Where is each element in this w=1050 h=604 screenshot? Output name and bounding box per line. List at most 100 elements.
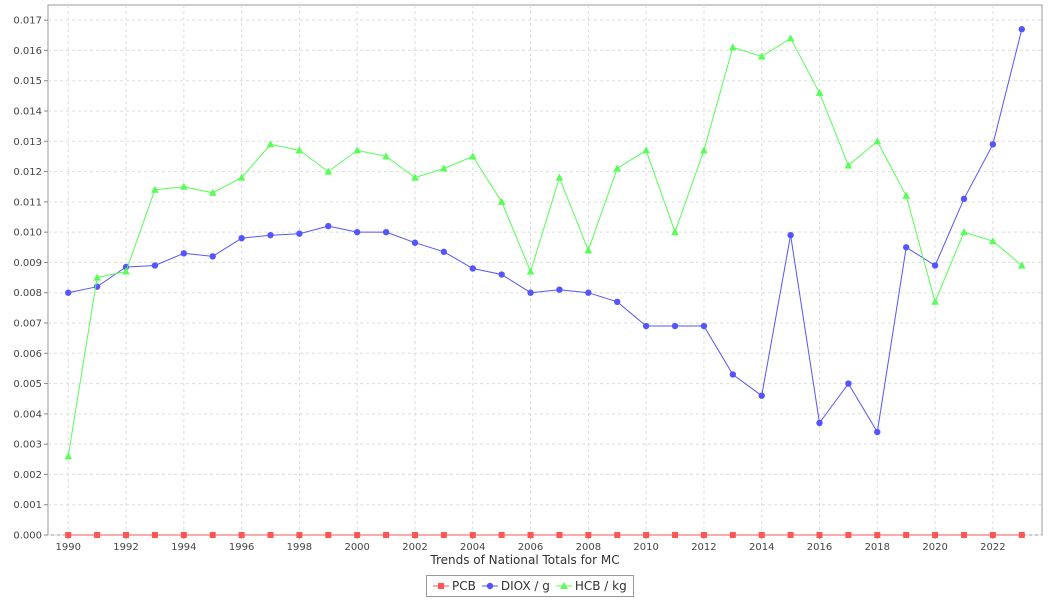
legend-label: PCB bbox=[452, 579, 476, 593]
data-point-pcb bbox=[989, 532, 996, 538]
y-tick-label: 0.005 bbox=[13, 379, 42, 390]
data-point-pcb bbox=[296, 532, 303, 538]
data-point-diox-g bbox=[469, 265, 476, 272]
data-point-pcb bbox=[238, 532, 245, 538]
x-axis-label: Trends of National Totals for MC bbox=[430, 553, 620, 567]
data-point-hcb-kg bbox=[266, 140, 275, 148]
data-point-pcb bbox=[411, 532, 418, 538]
data-point-hcb-kg bbox=[873, 137, 882, 145]
y-tick-label: 0.000 bbox=[13, 531, 42, 542]
data-point-pcb bbox=[960, 532, 967, 538]
data-point-diox-g bbox=[151, 262, 159, 269]
legend: PCB DIOX / g HCB / kg bbox=[426, 575, 634, 597]
data-point-hcb-kg bbox=[353, 146, 361, 154]
data-point-hcb-kg bbox=[497, 197, 506, 205]
data-point-diox-g bbox=[642, 322, 650, 330]
data-point-hcb-kg bbox=[642, 146, 650, 154]
series-diox-g bbox=[65, 26, 1025, 436]
y-axis: 0.000 0.001 0.002 0.003 0.004 0.005 0.006 0.007… bbox=[13, 16, 48, 542]
data-point-diox-g bbox=[411, 239, 419, 246]
data-point-hcb-kg bbox=[382, 152, 390, 160]
y-tick-label: 0.001 bbox=[13, 500, 42, 511]
data-point-hcb-kg bbox=[237, 173, 246, 181]
data-point-hcb-kg bbox=[757, 52, 766, 60]
data-point-pcb bbox=[1018, 532, 1025, 538]
data-point-diox-g bbox=[700, 322, 708, 330]
data-point-diox-g bbox=[238, 235, 245, 242]
x-tick-label: 2020 bbox=[922, 542, 947, 553]
data-point-diox-g bbox=[353, 228, 361, 236]
series-layer bbox=[64, 26, 1026, 538]
data-point-hcb-kg bbox=[208, 188, 217, 196]
data-point-diox-g bbox=[267, 231, 274, 239]
x-tick-label: 2006 bbox=[518, 542, 543, 553]
data-point-pcb bbox=[903, 532, 910, 538]
data-point-hcb-kg bbox=[151, 185, 159, 193]
data-point-pcb bbox=[267, 532, 274, 538]
data-point-diox-g bbox=[960, 195, 968, 203]
data-point-hcb-kg bbox=[786, 34, 795, 42]
y-tick-label: 0.016 bbox=[13, 46, 42, 57]
data-point-pcb bbox=[180, 532, 187, 538]
data-point-pcb bbox=[325, 532, 332, 538]
series-hcb-kg bbox=[64, 34, 1026, 460]
data-point-diox-g bbox=[180, 250, 188, 257]
data-point-hcb-kg bbox=[93, 273, 101, 281]
data-point-hcb-kg bbox=[122, 267, 130, 275]
data-point-pcb bbox=[700, 532, 707, 538]
data-point-pcb bbox=[123, 532, 130, 538]
data-point-diox-g bbox=[296, 230, 303, 237]
data-point-diox-g bbox=[527, 289, 534, 296]
series-line-hcb-kg bbox=[67, 37, 1023, 457]
y-tick-label: 0.014 bbox=[13, 107, 42, 118]
x-tick-label: 2022 bbox=[980, 542, 1005, 553]
x-tick-label: 2016 bbox=[807, 542, 832, 553]
data-point-hcb-kg bbox=[468, 152, 477, 160]
data-point-diox-g bbox=[65, 289, 72, 296]
data-point-diox-g bbox=[758, 392, 765, 399]
data-point-hcb-kg bbox=[844, 161, 853, 169]
x-tick-label: 2018 bbox=[865, 542, 890, 553]
x-tick-label: 1992 bbox=[113, 542, 138, 553]
data-point-pcb bbox=[758, 532, 765, 538]
y-tick-label: 0.004 bbox=[13, 409, 42, 420]
data-point-diox-g bbox=[671, 322, 679, 330]
legend-swatch-marker bbox=[438, 583, 444, 589]
x-tick-label: 2004 bbox=[460, 542, 485, 553]
x-tick-label: 2002 bbox=[402, 542, 427, 553]
series-pcb bbox=[65, 532, 1025, 538]
data-point-pcb bbox=[585, 532, 592, 538]
legend-swatch-diox-g bbox=[481, 582, 498, 590]
data-point-pcb bbox=[845, 532, 852, 538]
data-point-pcb bbox=[469, 532, 476, 538]
data-point-hcb-kg bbox=[64, 452, 73, 460]
data-point-diox-g bbox=[614, 298, 621, 305]
data-point-pcb bbox=[787, 532, 794, 538]
y-tick-label: 0.012 bbox=[13, 167, 42, 178]
y-tick-label: 0.017 bbox=[13, 16, 42, 27]
data-point-pcb bbox=[94, 532, 101, 538]
data-point-pcb bbox=[383, 532, 390, 538]
data-point-hcb-kg bbox=[613, 164, 622, 172]
data-point-pcb bbox=[498, 532, 505, 538]
data-point-pcb bbox=[354, 532, 361, 538]
x-tick-label: 1990 bbox=[56, 542, 81, 553]
legend-swatch-hcb-kg bbox=[555, 582, 572, 589]
data-point-pcb bbox=[614, 532, 621, 538]
data-point-hcb-kg bbox=[324, 167, 333, 175]
data-point-hcb-kg bbox=[411, 173, 419, 181]
legend-label: HCB / kg bbox=[574, 579, 627, 593]
y-tick-label: 0.008 bbox=[13, 288, 42, 299]
y-tick-label: 0.015 bbox=[13, 76, 42, 87]
x-axis: 1990 1992 1994 1996 1998 2000 2002 2004 2006 2008… bbox=[56, 535, 1006, 553]
data-point-hcb-kg bbox=[526, 267, 535, 275]
y-tick-label: 0.009 bbox=[13, 258, 42, 269]
data-point-pcb bbox=[729, 532, 736, 538]
data-point-diox-g bbox=[556, 286, 563, 293]
data-point-pcb bbox=[816, 532, 823, 538]
data-point-pcb bbox=[209, 532, 216, 538]
data-point-hcb-kg bbox=[180, 182, 188, 190]
data-point-hcb-kg bbox=[989, 237, 997, 245]
y-tick-label: 0.003 bbox=[13, 440, 42, 451]
data-point-diox-g bbox=[989, 141, 997, 148]
